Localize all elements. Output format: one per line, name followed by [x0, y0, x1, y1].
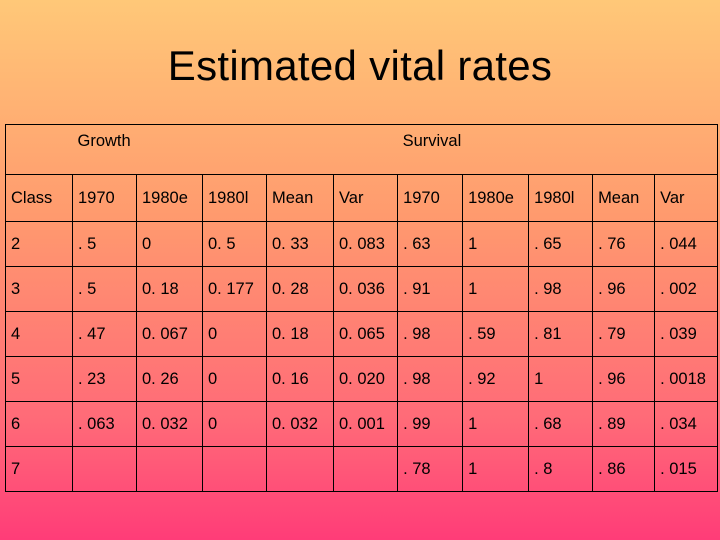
group-header-row: Growth Survival — [5, 124, 719, 175]
table-cell: 0. 33 — [266, 221, 334, 267]
table-cell: . 96 — [592, 266, 656, 312]
table-cell: . 034 — [654, 401, 719, 447]
table-cell: . 81 — [528, 311, 594, 357]
table-cell: 0 — [202, 311, 267, 357]
table-row: 3 . 5 0. 18 0. 177 0. 28 0. 036 . 91 1 .… — [5, 266, 719, 312]
table-cell: 0. 001 — [332, 401, 399, 447]
table-cell: . 063 — [72, 401, 137, 447]
table-cell: . 8 — [528, 446, 594, 492]
table-cell: 0. 036 — [332, 266, 399, 312]
table-cell: 0. 26 — [136, 356, 203, 402]
col-header-growth-1980l: 1980l — [202, 174, 267, 222]
table-cell: . 68 — [528, 401, 594, 447]
table-cell: 0 — [136, 221, 203, 267]
growth-group-header: Growth — [72, 124, 398, 175]
table-cell: 0. 5 — [202, 221, 267, 267]
table-cell: . 76 — [592, 221, 656, 267]
table-cell: . 79 — [592, 311, 656, 357]
table-cell: . 99 — [397, 401, 464, 447]
table-cell: 0. 28 — [266, 266, 334, 312]
table-cell: . 47 — [72, 311, 137, 357]
table-cell: . 5 — [72, 266, 137, 312]
col-header-class: Class — [5, 174, 73, 222]
table-cell: . 98 — [397, 356, 464, 402]
table-cell: 0. 18 — [266, 311, 334, 357]
table-cell: . 59 — [462, 311, 530, 357]
table-cell: . 92 — [462, 356, 530, 402]
table-cell: 0. 177 — [202, 266, 267, 312]
table-row: 7 . 78 1 . 8 . 86 . 015 — [5, 446, 719, 492]
table-cell: 0. 067 — [136, 311, 203, 357]
col-header-survival-1970: 1970 — [397, 174, 464, 222]
table-cell — [332, 446, 399, 492]
table-cell: . 044 — [654, 221, 719, 267]
table-row: 5 . 23 0. 26 0 0. 16 0. 020 . 98 . 92 1 … — [5, 356, 719, 402]
survival-group-header: Survival — [397, 124, 719, 175]
table-cell: . 5 — [72, 221, 137, 267]
table-cell: 0. 083 — [332, 221, 399, 267]
table-cell: 0. 032 — [266, 401, 334, 447]
table-cell: 0. 18 — [136, 266, 203, 312]
table-cell — [72, 446, 137, 492]
table-cell: 1 — [462, 221, 530, 267]
table-cell — [266, 446, 334, 492]
table-cell: 4 — [5, 311, 73, 357]
table-cell: 1 — [462, 266, 530, 312]
table-row: 2 . 5 0 0. 5 0. 33 0. 083 . 63 1 . 65 . … — [5, 221, 719, 267]
table-row: 6 . 063 0. 032 0 0. 032 0. 001 . 99 1 . … — [5, 401, 719, 447]
table-cell: . 89 — [592, 401, 656, 447]
column-header-row: Class 1970 1980e 1980l Mean Var 1970 198… — [5, 174, 719, 222]
table-cell: 0. 020 — [332, 356, 399, 402]
table-cell: 7 — [5, 446, 73, 492]
col-header-growth-1980e: 1980e — [136, 174, 203, 222]
table-cell: . 23 — [72, 356, 137, 402]
header-blank-cell — [5, 124, 73, 175]
table-cell: 0. 032 — [136, 401, 203, 447]
table-cell: . 015 — [654, 446, 719, 492]
table-row: 4 . 47 0. 067 0 0. 18 0. 065 . 98 . 59 .… — [5, 311, 719, 357]
table-cell: 1 — [462, 446, 530, 492]
col-header-survival-var: Var — [654, 174, 719, 222]
table-cell — [136, 446, 203, 492]
vital-rates-table: Growth Survival Class 1970 1980e 1980l M… — [5, 124, 719, 492]
table-cell: 3 — [5, 266, 73, 312]
table-cell: 0 — [202, 356, 267, 402]
table-cell: 0. 065 — [332, 311, 399, 357]
table-cell: . 86 — [592, 446, 656, 492]
table-cell: 1 — [462, 401, 530, 447]
table-cell: . 91 — [397, 266, 464, 312]
table-cell: . 98 — [397, 311, 464, 357]
table-cell: . 65 — [528, 221, 594, 267]
table-cell: . 98 — [528, 266, 594, 312]
col-header-survival-1980e: 1980e — [462, 174, 530, 222]
table-cell: . 96 — [592, 356, 656, 402]
table-cell: 6 — [5, 401, 73, 447]
table-cell: 5 — [5, 356, 73, 402]
table-cell: 0 — [202, 401, 267, 447]
col-header-survival-1980l: 1980l — [528, 174, 594, 222]
table-cell: . 63 — [397, 221, 464, 267]
table-cell: 1 — [528, 356, 594, 402]
table-cell: 0. 16 — [266, 356, 334, 402]
table-cell: 2 — [5, 221, 73, 267]
table-cell: . 039 — [654, 311, 719, 357]
col-header-growth-1970: 1970 — [72, 174, 137, 222]
col-header-survival-mean: Mean — [592, 174, 656, 222]
col-header-growth-var: Var — [332, 174, 399, 222]
col-header-growth-mean: Mean — [266, 174, 334, 222]
table-cell — [202, 446, 267, 492]
table-cell: . 002 — [654, 266, 719, 312]
table-cell: . 0018 — [654, 356, 719, 402]
table-cell: . 78 — [397, 446, 464, 492]
slide-title: Estimated vital rates — [167, 42, 553, 89]
